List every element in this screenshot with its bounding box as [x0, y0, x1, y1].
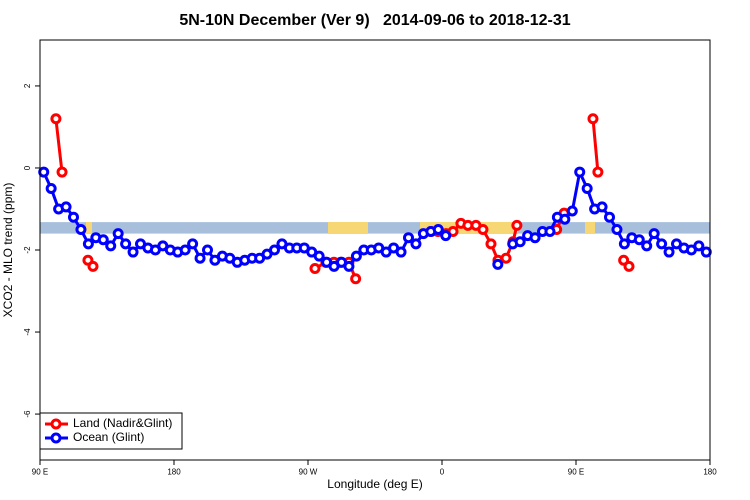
data-point: [544, 226, 556, 238]
data-point: [313, 250, 325, 262]
y-tick-label: -2: [23, 246, 32, 254]
x-tick-label: 180: [167, 468, 181, 477]
data-point: [587, 113, 599, 125]
data-point: [514, 236, 526, 248]
land-patch: [585, 222, 595, 234]
data-point: [529, 232, 541, 244]
data-point: [179, 244, 191, 256]
data-layer: [38, 113, 712, 285]
band-layer: [40, 222, 710, 234]
data-point: [50, 113, 62, 125]
x-tick-label: 90 W: [299, 468, 318, 477]
y-tick-label: -6: [23, 410, 32, 418]
data-point: [581, 182, 593, 194]
data-point: [559, 213, 571, 225]
data-point: [97, 234, 109, 246]
data-point: [623, 260, 635, 272]
legend-marker: [50, 432, 62, 444]
x-tick-label: 90 E: [568, 468, 584, 477]
data-point: [395, 246, 407, 258]
data-point: [592, 166, 604, 178]
data-point: [309, 262, 321, 274]
data-point: [485, 238, 497, 250]
data-point: [82, 238, 94, 250]
data-point: [120, 238, 132, 250]
data-point: [566, 205, 578, 217]
data-point: [432, 223, 444, 235]
data-point: [611, 223, 623, 235]
data-point: [693, 240, 705, 252]
data-point: [663, 246, 675, 258]
y-tick-label: -4: [23, 328, 32, 336]
x-tick-label: 180: [703, 468, 717, 477]
data-point: [112, 228, 124, 240]
data-point: [477, 223, 489, 235]
data-point: [187, 238, 199, 250]
data-point: [194, 252, 206, 264]
data-point: [87, 260, 99, 272]
data-point: [60, 201, 72, 213]
legend-label: Land (Nadir&Glint): [73, 416, 172, 430]
data-point: [596, 201, 608, 213]
land-patch: [86, 222, 92, 234]
legend-marker: [50, 418, 62, 430]
data-point: [440, 230, 452, 242]
legend-box: [39, 412, 183, 450]
data-point: [269, 244, 280, 256]
y-tick-label: 2: [23, 83, 32, 88]
data-point: [403, 232, 414, 244]
data-point: [511, 219, 523, 231]
x-axis-label: Longitude (deg E): [327, 477, 422, 491]
data-point: [500, 252, 512, 264]
data-point: [75, 223, 87, 235]
data-point: [604, 211, 615, 223]
land-patch: [328, 222, 368, 234]
data-point: [656, 238, 668, 250]
y-tick-label: 0: [23, 165, 32, 170]
data-point: [618, 238, 630, 250]
data-point: [105, 240, 117, 252]
data-point: [410, 238, 422, 250]
data-point: [574, 166, 586, 178]
data-point: [648, 228, 660, 240]
legend-label: Ocean (Glint): [73, 430, 144, 444]
series-line: [54, 118, 631, 280]
data-point: [202, 244, 213, 256]
x-tick-label: 90 E: [32, 468, 48, 477]
data-point: [492, 258, 504, 270]
legend: Land (Nadir&Glint)Ocean (Glint): [39, 412, 183, 450]
x-tick-label: 0: [440, 468, 445, 477]
data-point: [38, 166, 50, 178]
data-point: [350, 273, 362, 285]
data-point: [343, 260, 355, 272]
reference-band: [40, 222, 710, 234]
data-point: [56, 166, 68, 178]
chart-title: 5N-10N December (Ver 9) 2014-09-06 to 20…: [179, 12, 570, 29]
data-point: [641, 240, 653, 252]
data-point: [45, 182, 57, 194]
data-point: [350, 250, 362, 262]
data-point: [127, 246, 139, 258]
data-point: [700, 246, 712, 258]
data-point: [633, 234, 645, 246]
axes: 90 E 180 90 W 0 90 E 180 -6 -4 -2 0 2: [23, 83, 717, 476]
y-axis-label: XCO2 - MLO trend (ppm): [1, 183, 15, 318]
data-point: [68, 211, 79, 223]
